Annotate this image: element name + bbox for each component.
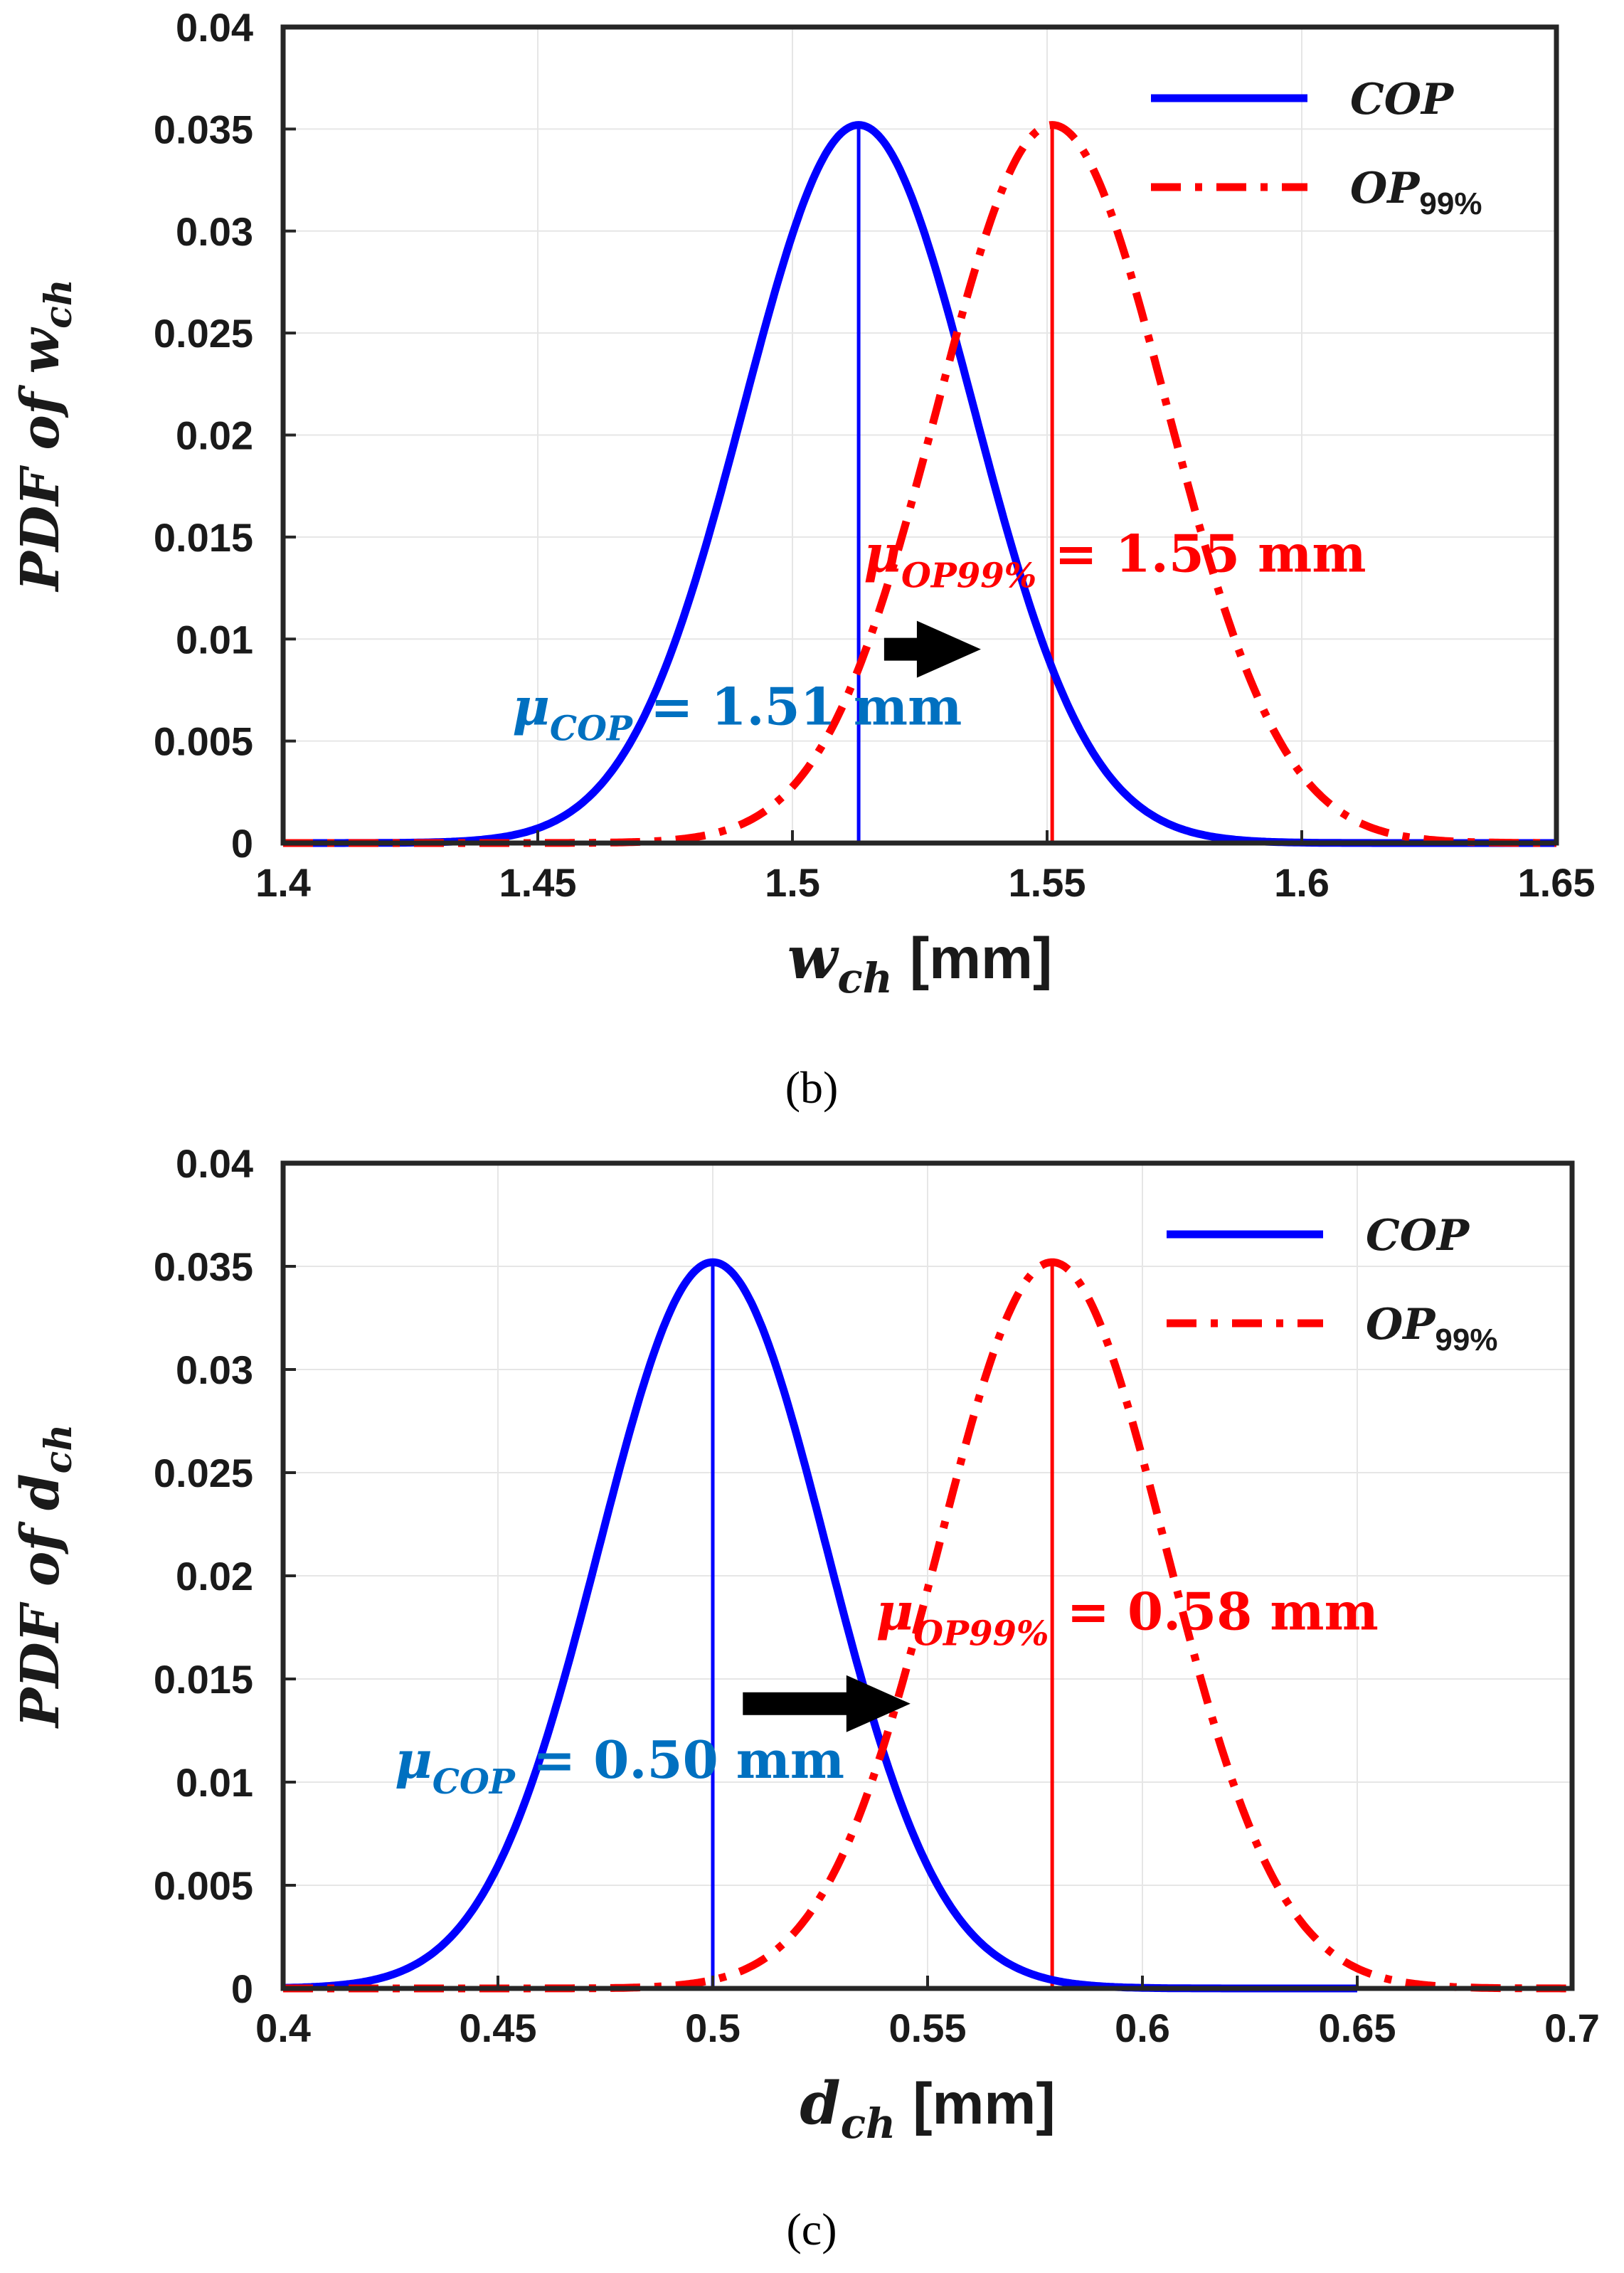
x-tick-label: 1.65 <box>1518 860 1596 905</box>
shift-arrow-icon <box>883 620 981 678</box>
x-tick-label: 0.45 <box>460 2006 537 2050</box>
x-tick-label: 1.45 <box>499 860 577 905</box>
x-tick-label: 0.6 <box>1115 2006 1170 2050</box>
x-tick-label: 0.5 <box>685 2006 741 2050</box>
x-tick-label: 0.55 <box>889 2006 967 2050</box>
x-tick-label: 0.7 <box>1544 2006 1600 2050</box>
x-tick-label: 0.65 <box>1319 2006 1396 2050</box>
y-tick-label: 0 <box>231 821 253 866</box>
ticks: 0.4 0.45 0.5 0.55 0.6 0.65 0.7 0 0.005 0.01 0.015 0… <box>154 1141 1600 2050</box>
chart-panel-b: μCOP = 1.51 mm μOP99% = 1.55 mm 1.4 1.45 1.5… <box>10 5 1596 1113</box>
panel-caption: (b) <box>785 1062 839 1113</box>
y-tick-label: 0.035 <box>154 1244 253 1289</box>
legend: COP OP99% <box>1151 75 1482 221</box>
x-axis-label: dch [mm] <box>800 2070 1055 2148</box>
y-tick-label: 0.015 <box>154 515 253 560</box>
legend-label-cop: COP <box>1366 1211 1470 1261</box>
y-tick-label: 0.04 <box>176 1141 253 1186</box>
y-tick-label: 0.015 <box>154 1657 253 1702</box>
y-tick-label: 0.02 <box>176 1554 253 1599</box>
annotation-op99-mean: μOP99% = 1.55 mm <box>864 524 1366 596</box>
panel-caption: (c) <box>786 2204 837 2255</box>
y-tick-label: 0.025 <box>154 311 253 356</box>
y-tick-label: 0 <box>231 1966 253 2011</box>
annotation-cop-mean: μCOP = 0.50 mm <box>395 1729 844 1802</box>
y-tick-label: 0.01 <box>176 1760 253 1805</box>
x-tick-label: 1.5 <box>765 860 820 905</box>
y-tick-label: 0.025 <box>154 1451 253 1495</box>
x-tick-label: 1.4 <box>255 860 311 905</box>
y-tick-label: 0.03 <box>176 1347 253 1392</box>
y-tick-label: 0.02 <box>176 413 253 458</box>
x-tick-label: 1.6 <box>1274 860 1330 905</box>
legend-label-op99: OP99% <box>1366 1300 1497 1357</box>
chart-panel-c: μCOP = 0.50 mm μOP99% = 0.58 mm 0.4 0.45 0.5… <box>10 1141 1600 2255</box>
y-tick-label: 0.005 <box>154 1863 253 1908</box>
legend: COP OP99% <box>1167 1211 1497 1357</box>
legend-label-cop: COP <box>1350 75 1455 124</box>
legend-label-op99: OP99% <box>1350 164 1482 221</box>
y-tick-label: 0.04 <box>176 5 253 50</box>
annotation-cop-mean: μCOP = 1.51 mm <box>512 677 962 749</box>
y-tick-label: 0.01 <box>176 617 253 662</box>
ticks: 1.4 1.45 1.5 1.55 1.6 1.65 0 0.005 0.01 0.015 0.02… <box>154 5 1596 905</box>
y-tick-label: 0.035 <box>154 107 253 152</box>
shift-arrow-icon <box>743 1675 911 1732</box>
annotation-op99-mean: μOP99% = 0.58 mm <box>876 1581 1379 1653</box>
y-tick-label: 0.03 <box>176 209 253 254</box>
y-axis-label: PDF of wch <box>10 279 80 592</box>
x-tick-label: 1.55 <box>1009 860 1086 905</box>
x-axis-label: wch [mm] <box>787 924 1053 1002</box>
x-tick-label: 0.4 <box>255 2006 311 2050</box>
y-axis-label: PDF of dch <box>10 1424 80 1729</box>
y-tick-label: 0.005 <box>154 719 253 764</box>
